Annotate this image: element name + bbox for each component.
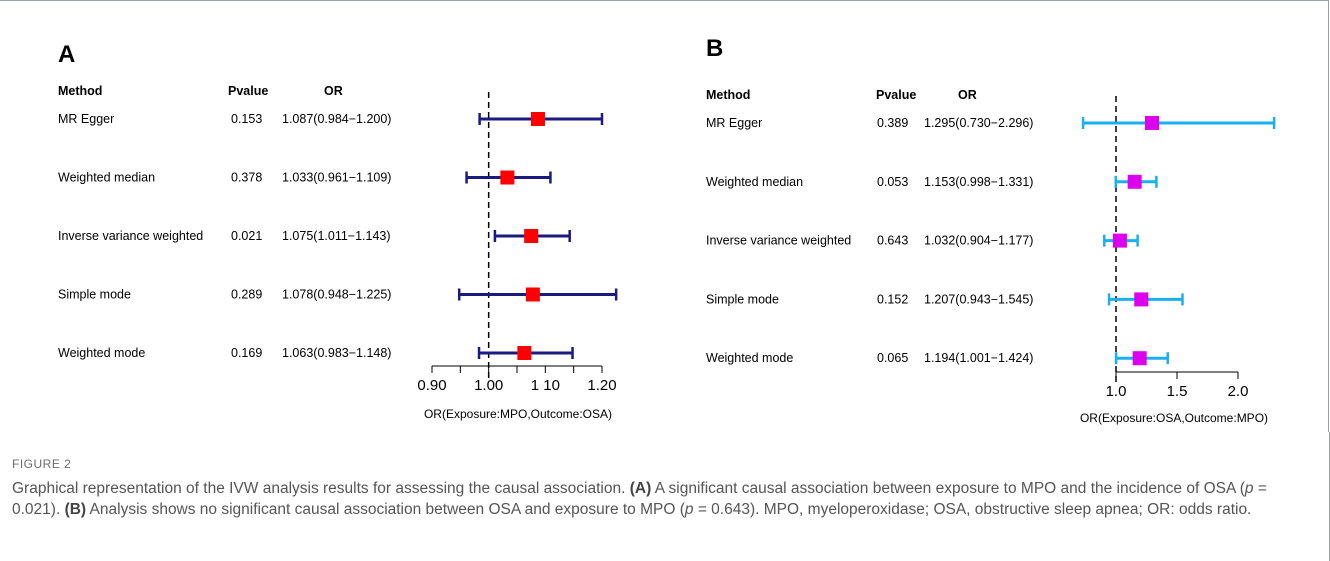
panel-b-row-method-label: Inverse variance weighted: [706, 234, 851, 248]
panel-b-row-method-label: MR Egger: [706, 116, 762, 130]
panel-b-header-or: OR: [958, 88, 977, 102]
caption-tag-b: (B): [64, 501, 87, 518]
panel-a-row-method-label: Weighted mode: [58, 346, 145, 360]
panel-b-row-pvalue: 0.152: [877, 292, 908, 306]
panel-b-row-method-label: Simple mode: [706, 292, 779, 306]
panel-a-point-estimate: [517, 346, 532, 360]
panel-a-row-or-text: 1.033(0.961−1.109): [282, 171, 391, 185]
panel-b-point-estimate: [1134, 292, 1149, 307]
panel-a-x-tick-label: 1.20: [587, 377, 616, 394]
caption-text-2: A significant causal association between…: [651, 480, 1245, 497]
figure-label: FIGURE 2: [12, 457, 72, 471]
caption-tag-a: (A): [629, 480, 652, 497]
panel-a-header-or: OR: [324, 84, 343, 98]
panel-b-x-axis-label: OR(Exposure:OSA,Outcome:MPO): [1080, 411, 1268, 425]
panel-a-row-method-label: Weighted median: [58, 171, 155, 185]
panel-a-row-or-text: 1.075(1.011−1.143): [282, 229, 391, 243]
caption-p-symbol-1: p: [1244, 480, 1254, 497]
caption-text-1: Graphical representation of the IVW anal…: [12, 480, 630, 497]
panel-a-x-tick-label: 0.90: [417, 377, 446, 394]
panel-a-row-pvalue: 0.289: [231, 288, 262, 302]
panel-b-point-estimate: [1132, 351, 1147, 366]
panel-b-point-estimate: [1112, 233, 1127, 248]
panel-a-row-method-label: Inverse variance weighted: [58, 229, 203, 243]
panel-b-row-pvalue: 0.643: [877, 234, 908, 248]
panel-b-tag: B: [706, 35, 723, 62]
panel-a-header-method: Method: [58, 84, 102, 98]
forest-plot-figure: A Method Pvalue OR MR Egger 0.153 1.087(0.984−…: [58, 35, 1276, 425]
panel-a-header-pvalue: Pvalue: [228, 84, 268, 98]
panel-a-row-pvalue: 0.169: [231, 346, 262, 360]
panel-b-header-pvalue: Pvalue: [876, 88, 916, 102]
panel-a-row-pvalue: 0.378: [231, 171, 262, 185]
panel-a-row-or-text: 1.087(0.984−1.200): [282, 112, 391, 126]
panel-b-row-or-text: 1.295(0.730−2.296): [924, 116, 1033, 130]
panel-b-x-tick-label: 2.0: [1228, 383, 1249, 400]
caption-text-5: = 0.643). MPO, myeloperoxidase; OSA, obs…: [693, 501, 1252, 518]
panel-a-x-axis-label: OR(Exposure:MPO,Outcome:OSA): [424, 407, 612, 421]
panel-b-row-method-label: Weighted median: [706, 175, 803, 189]
caption-text-3: = 0.021).: [12, 480, 1267, 518]
panel-b-x-tick-label: 1.5: [1167, 383, 1188, 400]
figure-caption: Graphical representation of the IVW anal…: [12, 478, 1312, 520]
panel-b-row-or-text: 1.032(0.904−1.177): [924, 234, 1033, 248]
panel-b-point-estimate: [1127, 174, 1142, 189]
panel-a-point-estimate: [524, 229, 539, 243]
panel-a-tag: A: [58, 41, 75, 68]
panel-a-row-method-label: Simple mode: [58, 288, 131, 302]
panel-a-x-tick-label: 1 10: [531, 377, 560, 394]
panel-b-x-tick-label: 1.0: [1106, 383, 1127, 400]
caption-p-symbol-2: p: [684, 501, 694, 518]
panel-b-row-or-text: 1.207(0.943−1.545): [924, 292, 1033, 306]
panel-a-point-estimate: [530, 112, 545, 126]
panel-a-point-estimate: [500, 170, 515, 185]
panel-a-row-or-text: 1.063(0.983−1.148): [282, 346, 391, 360]
panel-a-row-pvalue: 0.021: [231, 229, 262, 243]
caption-text-4: Analysis shows no significant causal ass…: [86, 501, 685, 518]
panel-b-row-or-text: 1.194(1.001−1.424): [924, 351, 1033, 365]
panel-b-row-pvalue: 0.389: [877, 116, 908, 130]
panel-b-point-estimate: [1144, 116, 1159, 130]
panel-b-row-or-text: 1.153(0.998−1.331): [924, 175, 1033, 189]
panel-a-row-or-text: 1.078(0.948−1.225): [282, 288, 391, 302]
panel-a-row-pvalue: 0.153: [231, 112, 262, 126]
panel-b-header-method: Method: [706, 88, 750, 102]
figure-frame: [0, 0, 1329, 432]
panel-a-row-method-label: MR Egger: [58, 112, 114, 126]
panel-b-row-pvalue: 0.065: [877, 351, 908, 365]
panel-b-row-method-label: Weighted mode: [706, 351, 793, 365]
panel-b-row-pvalue: 0.053: [877, 175, 908, 189]
panel-a-point-estimate: [525, 287, 540, 302]
panel-a-x-tick-label: 1.00: [474, 377, 503, 394]
